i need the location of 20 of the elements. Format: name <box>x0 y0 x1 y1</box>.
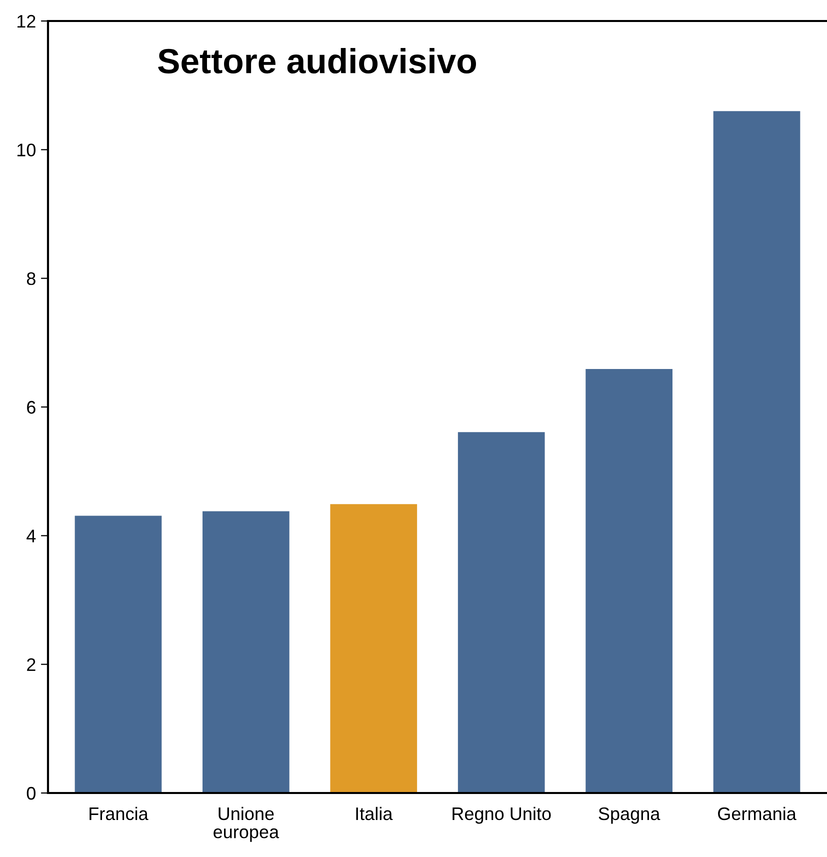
y-tick-label: 4 <box>26 530 36 542</box>
y-tick-label: 2 <box>27 658 36 671</box>
y-tick-label: 8 <box>26 272 36 286</box>
bar <box>458 432 545 793</box>
bar <box>202 511 290 793</box>
y-tick-label: 6 <box>27 400 36 414</box>
x-tick-label: Francia <box>90 806 148 820</box>
text: Settore audiovisivo <box>158 48 476 74</box>
x-tick-label: Regno Unito <box>452 806 551 824</box>
x-tick-label: Spagna <box>598 807 660 824</box>
bar <box>330 504 418 793</box>
x-tick-label: Unione europea <box>214 806 280 842</box>
x-tick-label: Italia <box>356 806 393 820</box>
y-tick-label: 10 <box>17 144 36 156</box>
y-tick-label: 0 <box>26 786 36 800</box>
y-tick-label: 12 <box>17 14 36 28</box>
bar <box>713 111 800 793</box>
bar <box>586 369 672 793</box>
x-tick-label: Germania <box>718 806 796 820</box>
bar <box>74 516 162 793</box>
